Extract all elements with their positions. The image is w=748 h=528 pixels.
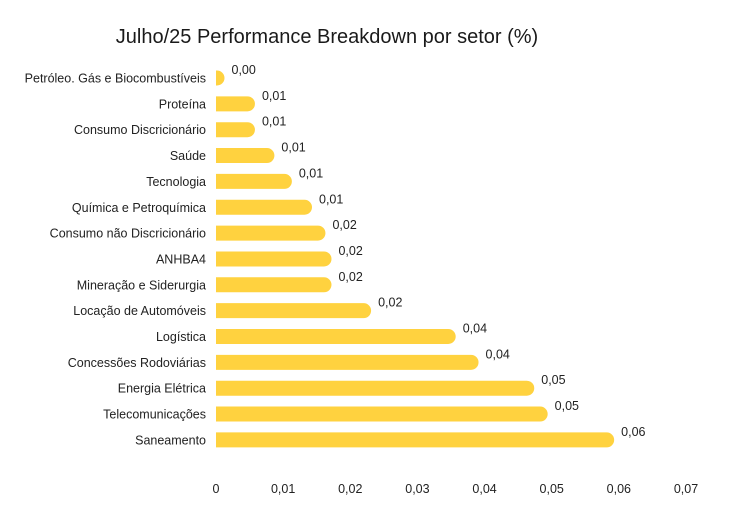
bar bbox=[216, 225, 326, 241]
bar bbox=[216, 173, 292, 189]
data-label: 0,02 bbox=[332, 218, 356, 232]
bar bbox=[216, 199, 313, 215]
data-label: 0,02 bbox=[378, 296, 402, 310]
data-label: 0,01 bbox=[299, 166, 323, 180]
category-label: Tecnologia bbox=[146, 175, 206, 189]
chart-title: Julho/25 Performance Breakdown por setor… bbox=[115, 26, 539, 48]
data-label: 0,04 bbox=[463, 322, 487, 336]
bar bbox=[216, 380, 535, 396]
x-tick-label: 0,06 bbox=[607, 482, 631, 496]
category-label: Consumo Discricionário bbox=[74, 123, 206, 137]
category-label: Telecomunicações bbox=[103, 408, 206, 422]
x-tick-label: 0,04 bbox=[472, 482, 496, 496]
x-tick-label: 0,03 bbox=[405, 482, 429, 496]
bar bbox=[216, 277, 332, 293]
category-label: Saneamento bbox=[135, 433, 206, 447]
bar bbox=[216, 96, 255, 112]
bar bbox=[216, 148, 275, 164]
category-label: Logística bbox=[156, 330, 206, 344]
data-label: 0,01 bbox=[281, 141, 305, 155]
bar bbox=[216, 303, 372, 319]
bar bbox=[216, 122, 255, 138]
data-label: 0,01 bbox=[319, 192, 343, 206]
data-label: 0,05 bbox=[541, 373, 565, 387]
category-label: Consumo não Discricionário bbox=[50, 227, 206, 241]
data-label: 0,00 bbox=[232, 63, 256, 77]
category-label: Locação de Automóveis bbox=[73, 304, 206, 318]
category-label: Proteína bbox=[159, 97, 206, 111]
category-label: Concessões Rodoviárias bbox=[68, 356, 206, 370]
data-label: 0,05 bbox=[555, 399, 579, 413]
data-label: 0,02 bbox=[338, 244, 362, 258]
data-label: 0,01 bbox=[262, 115, 286, 129]
data-label: 0,02 bbox=[338, 270, 362, 284]
data-label: 0,01 bbox=[262, 89, 286, 103]
category-label: Petróleo. Gás e Biocombustíveis bbox=[25, 72, 206, 86]
x-tick-label: 0,05 bbox=[540, 482, 564, 496]
bar bbox=[216, 406, 548, 422]
bar bbox=[216, 251, 332, 267]
x-tick-label: 0 bbox=[213, 482, 220, 496]
category-label: Mineração e Siderurgia bbox=[77, 278, 206, 292]
x-tick-label: 0,02 bbox=[338, 482, 362, 496]
x-tick-label: 0,01 bbox=[271, 482, 295, 496]
bar bbox=[216, 354, 479, 370]
category-label: Química e Petroquímica bbox=[72, 201, 206, 215]
category-label: Energia Elétrica bbox=[118, 382, 206, 396]
bar bbox=[216, 70, 225, 86]
data-label: 0,06 bbox=[621, 425, 645, 439]
bar bbox=[216, 432, 615, 448]
category-label: ANHBA4 bbox=[156, 252, 206, 266]
x-tick-label: 0,07 bbox=[674, 482, 698, 496]
category-label: Saúde bbox=[170, 149, 206, 163]
bar bbox=[216, 329, 456, 344]
data-label: 0,04 bbox=[486, 347, 510, 361]
